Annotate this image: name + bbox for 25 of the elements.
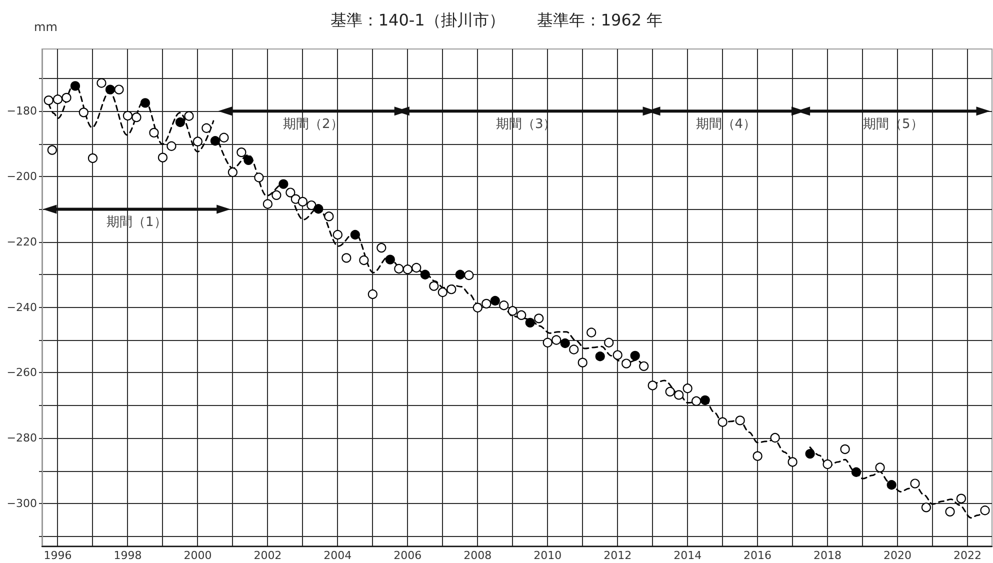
y-tick-label: −200 [6, 170, 37, 184]
x-tick-label: 2002 [254, 549, 282, 562]
x-tick-label: 2010 [534, 549, 562, 562]
y-tick-label: −180 [6, 104, 37, 118]
y-tick-label: −260 [6, 366, 37, 380]
x-tick-label: 1996 [44, 549, 72, 562]
x-tick-label: 2008 [464, 549, 492, 562]
series-label: 期間（5） [863, 117, 924, 132]
x-tick-label: 2012 [604, 549, 632, 562]
x-tick-label: 2020 [884, 549, 912, 562]
x-tick-label: 2022 [954, 549, 982, 562]
x-tick-label: 2014 [674, 549, 702, 562]
y-axis-title: mm [34, 20, 58, 34]
x-tick-label: 1998 [114, 549, 142, 562]
series-label: 期間（4） [696, 117, 756, 132]
x-tick-label: 2006 [394, 549, 422, 562]
y-tick-label: −280 [6, 432, 37, 445]
x-tick-label: 2016 [744, 549, 772, 562]
chart-title: 基準：140-1（掛川市） 基準年：1962 年 [330, 10, 663, 30]
x-tick-label: 2018 [814, 549, 842, 562]
x-tick-label: 2004 [324, 549, 352, 562]
y-tick-label: −220 [6, 235, 37, 248]
x-tick-label: 2000 [184, 549, 212, 562]
y-tick-label: −240 [6, 300, 37, 314]
y-tick-label: −300 [6, 496, 37, 510]
